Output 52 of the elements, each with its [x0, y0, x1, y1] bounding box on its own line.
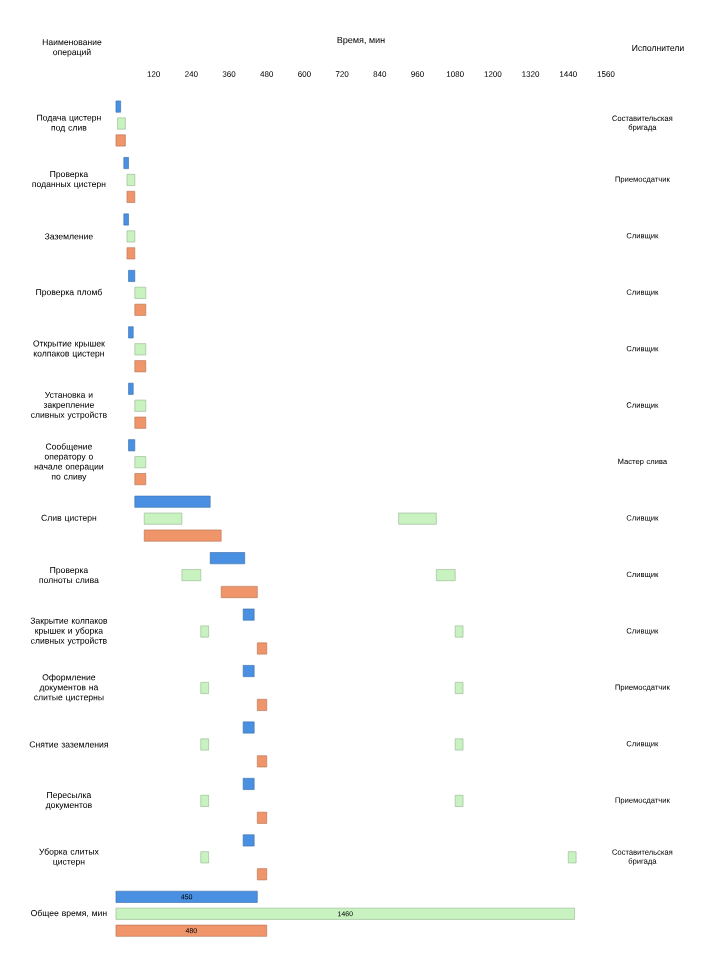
- bar: [134, 399, 146, 412]
- bar: [242, 608, 255, 621]
- bar: [126, 230, 135, 243]
- bar: [115, 924, 267, 937]
- bar: [256, 755, 267, 768]
- bar: [200, 682, 209, 694]
- bar: [134, 495, 211, 508]
- bar: [242, 665, 255, 677]
- bar: [209, 552, 245, 565]
- bar: [398, 512, 437, 525]
- bar: [256, 642, 267, 655]
- bar: [181, 569, 201, 582]
- bar: [116, 117, 126, 130]
- bar: [126, 174, 135, 186]
- bar: [123, 213, 129, 226]
- bar: [143, 529, 222, 542]
- bar: [256, 868, 267, 881]
- bar: [115, 100, 121, 113]
- bar: [134, 303, 146, 316]
- bar: [123, 157, 129, 169]
- bar: [242, 778, 255, 790]
- bar: [242, 834, 255, 847]
- bar: [567, 851, 577, 864]
- bar: [115, 890, 258, 903]
- bar: [134, 360, 146, 373]
- bar: [200, 738, 209, 751]
- bar: [134, 473, 146, 486]
- bar: [127, 382, 134, 395]
- bar: [134, 416, 146, 429]
- bar: [134, 286, 146, 299]
- bar: [127, 439, 135, 452]
- bar: [115, 907, 575, 920]
- bar: [134, 343, 146, 356]
- bar: [454, 682, 464, 694]
- bar: [126, 190, 135, 203]
- bar: [127, 326, 134, 339]
- bar: [256, 698, 267, 711]
- bar: [200, 794, 209, 807]
- bar: [256, 811, 267, 824]
- bar: [220, 586, 258, 598]
- bar: [242, 721, 255, 734]
- bar: [134, 456, 146, 469]
- bar: [126, 247, 135, 260]
- bar: [143, 512, 182, 525]
- bar: [454, 738, 464, 751]
- bar: [127, 269, 135, 282]
- bar: [454, 794, 464, 807]
- bar: [435, 569, 456, 582]
- bar: [200, 851, 209, 864]
- bar: [115, 134, 126, 147]
- bar: [200, 625, 209, 638]
- bar: [454, 625, 464, 638]
